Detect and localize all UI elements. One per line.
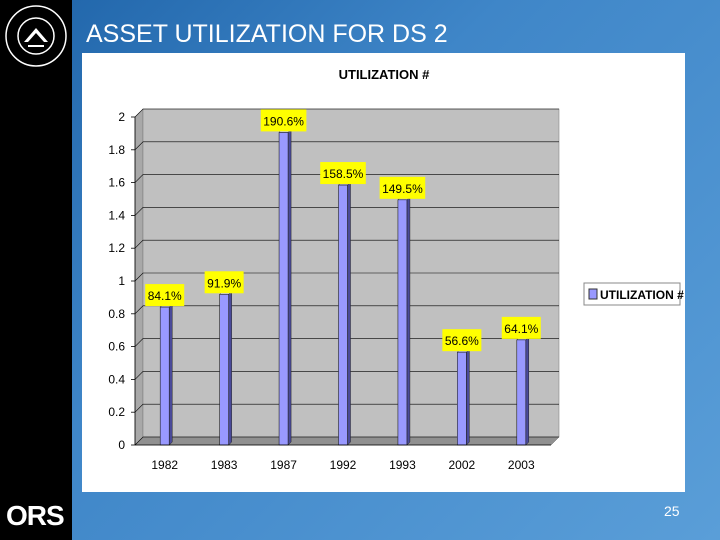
y-tick-label: 0.6 (108, 340, 125, 354)
data-label: 64.1% (504, 322, 538, 336)
bar (338, 184, 348, 446)
bar-side (525, 336, 530, 446)
y-tick-label: 0 (118, 438, 125, 452)
data-label-box (442, 329, 482, 352)
y-tick-label: 1.2 (108, 241, 125, 255)
legend: UTILIZATION # (583, 282, 684, 306)
y-tick-label: 2 (118, 110, 125, 124)
bar-side (228, 290, 232, 446)
data-label: 56.6% (445, 334, 479, 348)
bar (278, 132, 289, 446)
legend-box (583, 282, 681, 306)
gridline (134, 207, 559, 216)
data-label-box (501, 316, 541, 339)
gridline (134, 174, 559, 183)
y-tick-label: 0.4 (108, 372, 125, 386)
gridline (134, 305, 559, 315)
bar-chart: UTILIZATION # 84.1% 91.9% 190.6% 158.5% 149.… (108, 67, 684, 472)
data-label: 149.5% (382, 182, 423, 196)
bar (457, 351, 467, 446)
gridline (134, 239, 559, 249)
bar-side (168, 303, 173, 446)
bar-side (347, 181, 351, 446)
y-tick-label: 0.2 (108, 405, 125, 419)
data-label-box (145, 284, 185, 307)
legend-label: UTILIZATION # (600, 288, 684, 302)
x-tick-label: 1992 (330, 458, 357, 472)
bar (159, 306, 170, 446)
gridline (134, 436, 559, 446)
x-tick-label: 1983 (211, 458, 238, 472)
data-label: 84.1% (148, 289, 182, 303)
data-label: 91.9% (207, 276, 241, 290)
y-tick-label: 1.4 (108, 208, 125, 222)
gridline (134, 108, 559, 118)
data-label-box (204, 271, 244, 294)
x-tick-label: 2002 (449, 458, 476, 472)
chart-panel: UTILIZATION # 84.1% 91.9% 190.6% 158.5% 149.… (82, 53, 685, 492)
x-tick-label: 1987 (270, 458, 297, 472)
data-label-box (320, 162, 366, 185)
x-tick-label: 1993 (389, 458, 416, 472)
bar-side (287, 128, 292, 446)
bar (397, 199, 408, 446)
bar-side (466, 348, 470, 446)
legend-swatch (588, 288, 598, 300)
gridline (134, 403, 559, 413)
chart-title: UTILIZATION # (339, 67, 431, 82)
sidebar: ORS (0, 0, 72, 540)
ors-logo: ORS (6, 500, 65, 531)
data-label-box (260, 109, 307, 132)
gridline (134, 141, 559, 151)
page-number: 25 (664, 503, 680, 519)
x-tick-label: 1982 (151, 458, 178, 472)
y-tick-label: 1 (118, 274, 125, 288)
nih-seal-logo (5, 5, 67, 67)
data-label: 158.5% (323, 167, 364, 181)
gridline (134, 371, 559, 380)
data-label-box (379, 176, 426, 199)
bar (516, 339, 527, 446)
bar (219, 293, 229, 446)
bar-side (406, 196, 411, 446)
gridline (134, 272, 559, 282)
slide-title: ASSET UTILIZATION FOR DS 2 (86, 20, 448, 48)
gridline (134, 338, 559, 347)
y-tick-label: 1.6 (108, 176, 125, 190)
y-tick-label: 1.8 (108, 143, 125, 157)
x-tick-label: 2003 (508, 458, 535, 472)
data-label: 190.6% (263, 114, 304, 128)
y-tick-label: 0.8 (108, 307, 125, 321)
